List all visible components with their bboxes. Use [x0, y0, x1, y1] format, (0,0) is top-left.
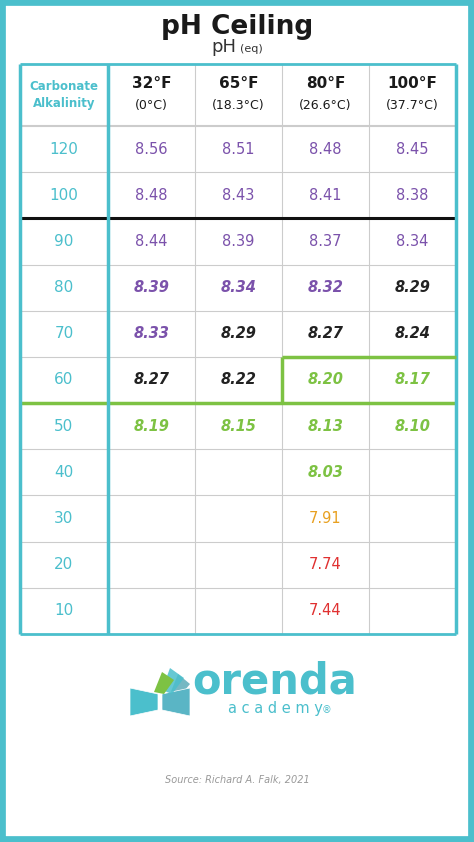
Text: 8.15: 8.15 — [220, 418, 256, 434]
Text: 8.19: 8.19 — [134, 418, 169, 434]
Text: 60: 60 — [55, 372, 73, 387]
Text: Carbonate
Alkalinity: Carbonate Alkalinity — [29, 80, 99, 110]
Polygon shape — [162, 688, 190, 716]
Text: 8.56: 8.56 — [135, 141, 168, 157]
Text: 8.13: 8.13 — [308, 418, 344, 434]
Text: 70: 70 — [55, 327, 73, 341]
Text: 10: 10 — [55, 604, 73, 618]
Polygon shape — [130, 688, 158, 716]
Text: 80: 80 — [55, 280, 73, 296]
Text: 8.22: 8.22 — [220, 372, 256, 387]
Text: pH: pH — [211, 38, 237, 56]
Text: 120: 120 — [50, 141, 78, 157]
Text: 8.20: 8.20 — [308, 372, 344, 387]
Text: 8.24: 8.24 — [394, 327, 430, 341]
Text: 8.48: 8.48 — [309, 141, 342, 157]
Text: a c a d e m y: a c a d e m y — [228, 701, 322, 716]
Text: 8.39: 8.39 — [222, 234, 255, 249]
Text: (26.6°C): (26.6°C) — [299, 99, 352, 113]
Text: Source: Richard A. Falk, 2021: Source: Richard A. Falk, 2021 — [164, 775, 310, 785]
Text: ®: ® — [322, 705, 332, 715]
Text: 8.27: 8.27 — [308, 327, 344, 341]
Text: 8.38: 8.38 — [396, 188, 428, 203]
Text: 8.32: 8.32 — [308, 280, 344, 296]
Text: 8.33: 8.33 — [134, 327, 169, 341]
Polygon shape — [170, 674, 190, 696]
Text: 8.44: 8.44 — [135, 234, 168, 249]
Text: 20: 20 — [55, 557, 73, 573]
Text: 7.74: 7.74 — [309, 557, 342, 573]
Text: (18.3°C): (18.3°C) — [212, 99, 265, 113]
Text: (eq): (eq) — [240, 44, 263, 54]
Polygon shape — [162, 668, 184, 694]
Text: 50: 50 — [55, 418, 73, 434]
Text: 8.34: 8.34 — [220, 280, 256, 296]
Text: (0°C): (0°C) — [135, 99, 168, 113]
Text: 8.51: 8.51 — [222, 141, 255, 157]
Text: 30: 30 — [55, 511, 73, 526]
Text: 8.37: 8.37 — [309, 234, 342, 249]
Text: 32°F: 32°F — [132, 77, 171, 92]
Polygon shape — [154, 672, 174, 694]
Text: 8.41: 8.41 — [309, 188, 342, 203]
Text: orenda: orenda — [192, 661, 357, 703]
Text: (37.7°C): (37.7°C) — [386, 99, 439, 113]
Text: 80°F: 80°F — [306, 77, 345, 92]
Text: 8.10: 8.10 — [394, 418, 430, 434]
Bar — [20, 64, 456, 634]
Text: 90: 90 — [55, 234, 73, 249]
Text: 100: 100 — [50, 188, 78, 203]
Text: 8.17: 8.17 — [394, 372, 430, 387]
Text: 65°F: 65°F — [219, 77, 258, 92]
Text: 100°F: 100°F — [388, 77, 438, 92]
Text: 8.48: 8.48 — [135, 188, 168, 203]
Text: 8.29: 8.29 — [394, 280, 430, 296]
Text: 8.43: 8.43 — [222, 188, 255, 203]
Text: 8.03: 8.03 — [308, 465, 344, 480]
Text: 8.27: 8.27 — [134, 372, 169, 387]
Text: 8.45: 8.45 — [396, 141, 429, 157]
Text: 8.29: 8.29 — [220, 327, 256, 341]
Text: 8.39: 8.39 — [134, 280, 169, 296]
Text: 40: 40 — [55, 465, 73, 480]
Text: 7.91: 7.91 — [309, 511, 342, 526]
Text: 7.44: 7.44 — [309, 604, 342, 618]
Text: pH Ceiling: pH Ceiling — [161, 14, 313, 40]
Text: 8.34: 8.34 — [396, 234, 428, 249]
